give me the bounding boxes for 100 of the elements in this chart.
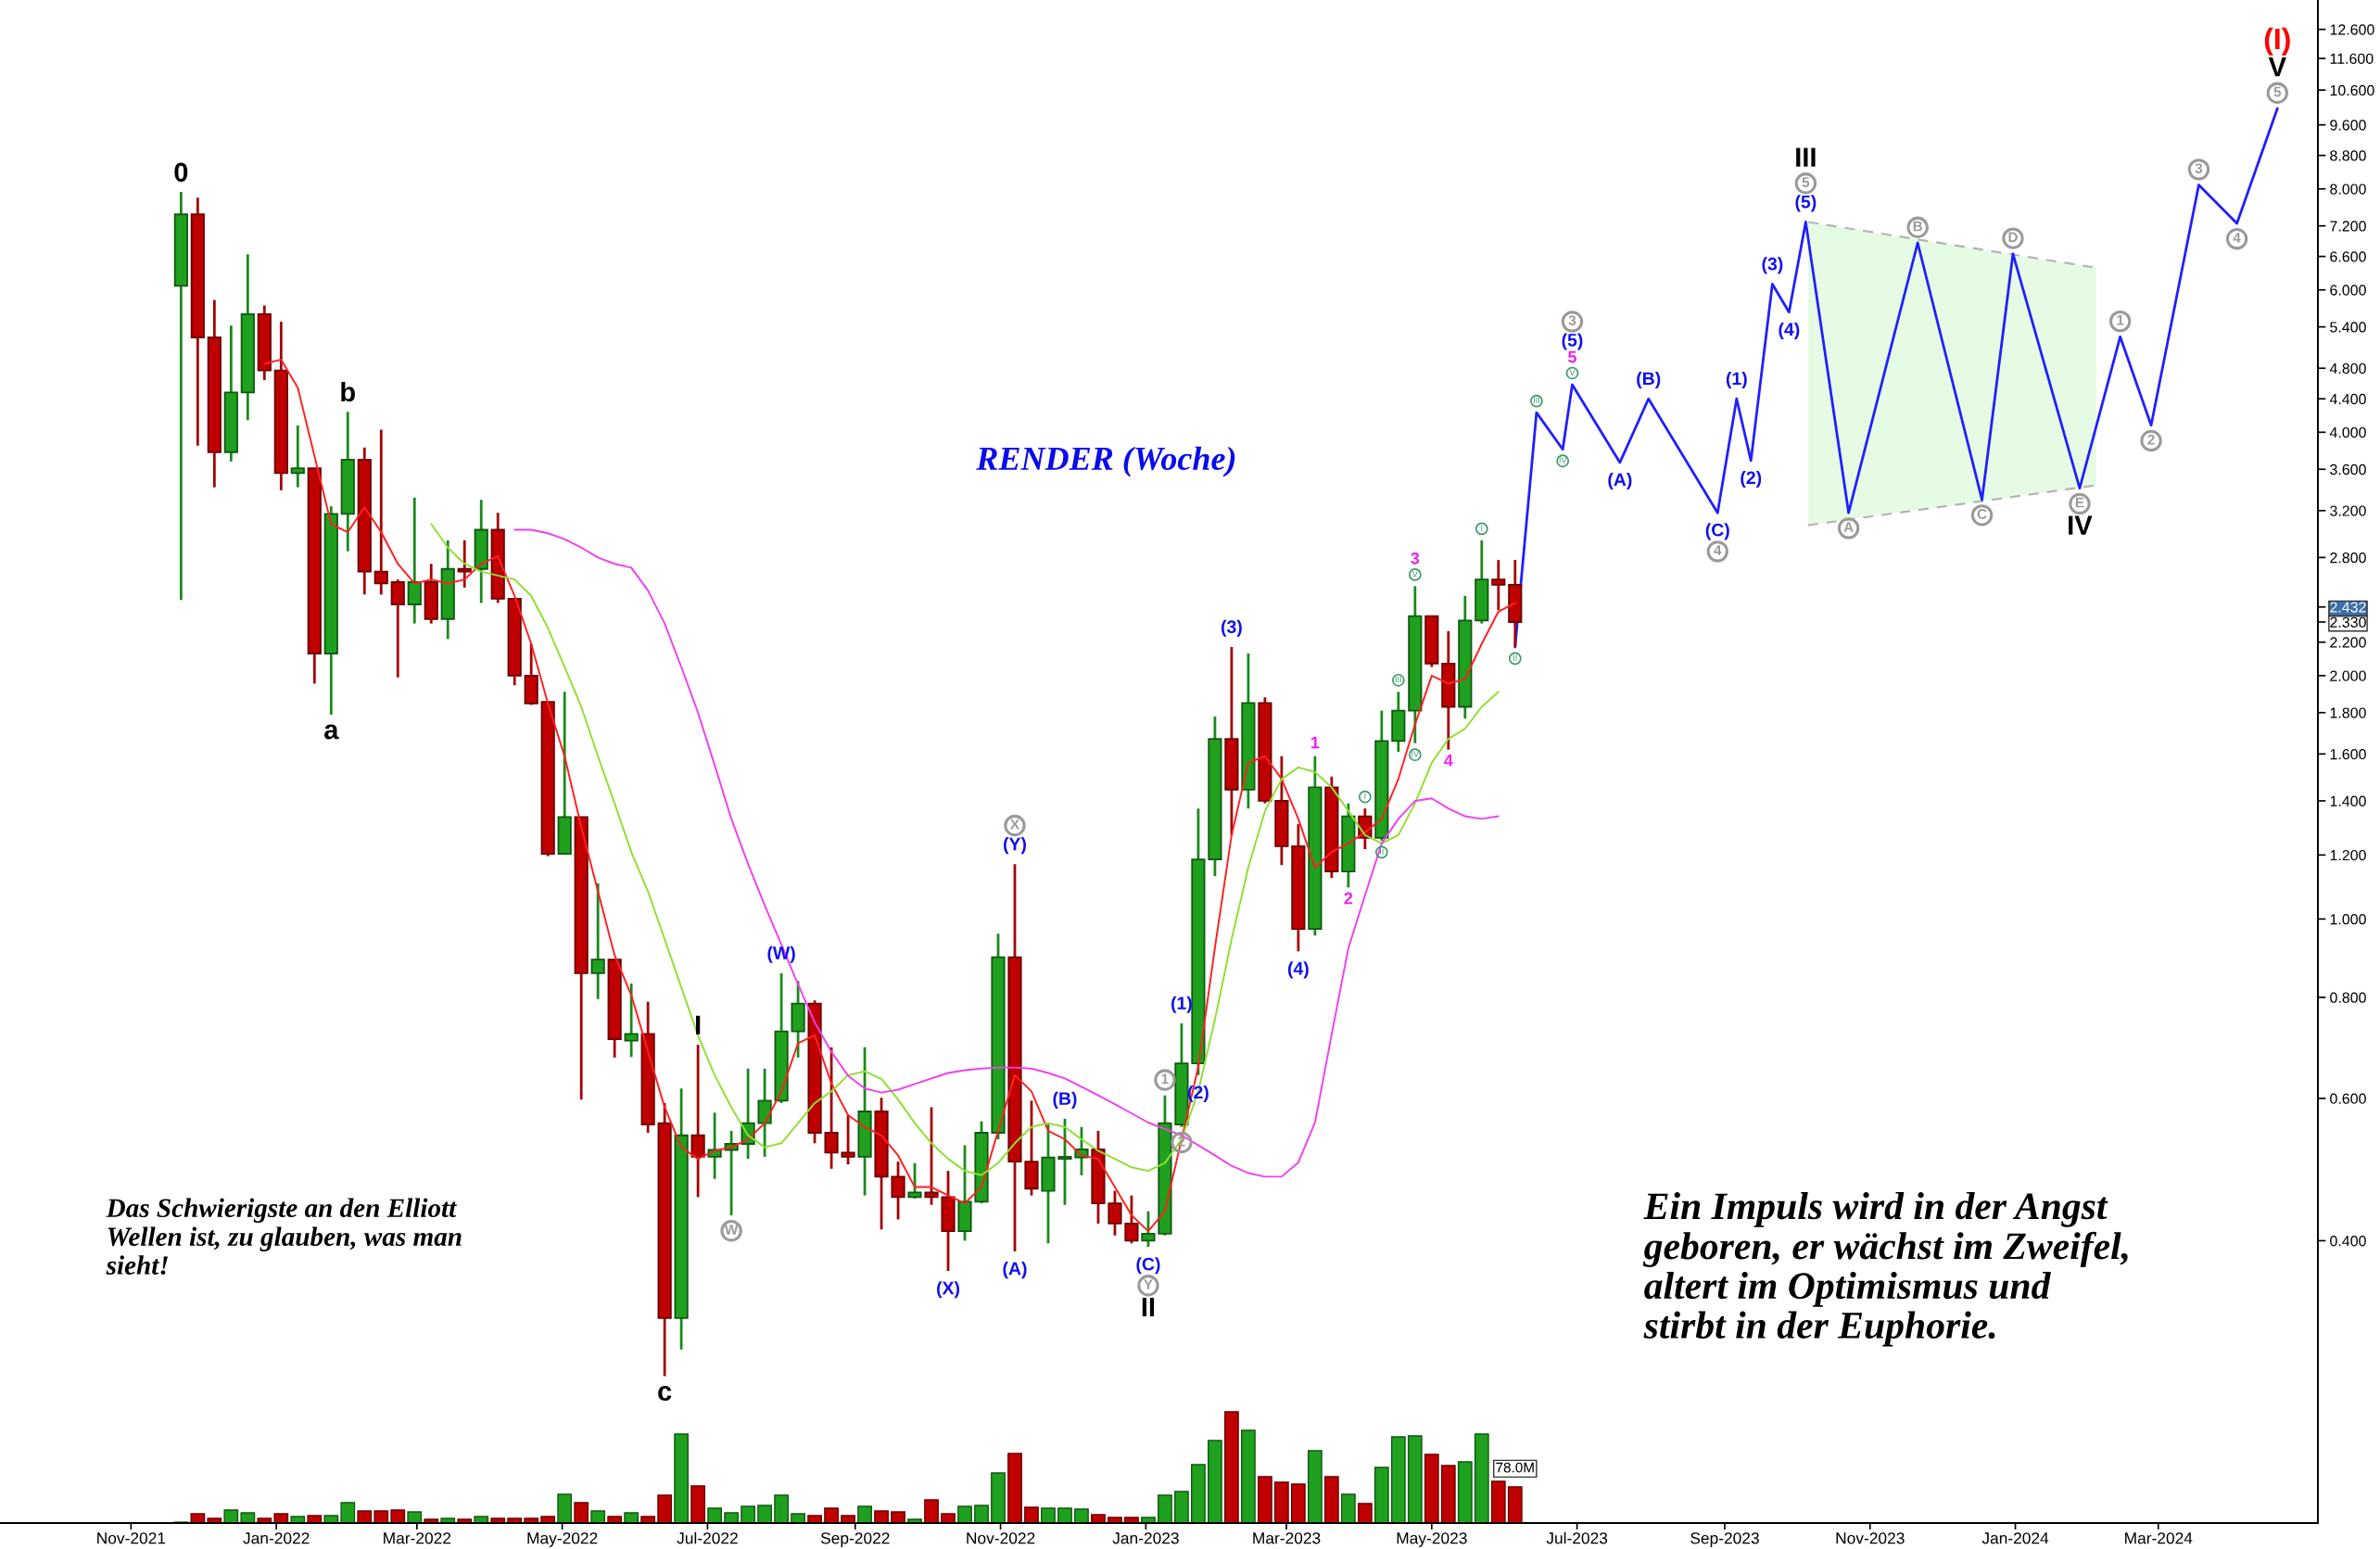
annotation: E xyxy=(2075,497,2084,508)
y-tick-label: 2.000 xyxy=(2330,670,2366,681)
annotation: (X) xyxy=(937,1281,960,1299)
annotation: 3 xyxy=(2195,163,2203,173)
annotation: (A) xyxy=(1608,472,1632,490)
annotation: V xyxy=(2268,57,2286,77)
y-tick-label: 9.600 xyxy=(2330,120,2366,131)
annotation: c xyxy=(658,1386,672,1402)
annotation: 2 xyxy=(1344,892,1353,905)
annotation: (5) xyxy=(1562,333,1583,350)
annotation: 0 xyxy=(174,162,188,183)
y-tick-label: 0.400 xyxy=(2330,1236,2366,1247)
annotation: (A) xyxy=(1003,1262,1027,1279)
annotation: (1) xyxy=(1726,372,1747,389)
annotation: 5 xyxy=(2273,86,2282,97)
y-tick-label: 8.800 xyxy=(2330,150,2366,161)
annotation: D xyxy=(2008,232,2018,243)
annotation: (Y) xyxy=(1004,837,1026,855)
annotation: 5 xyxy=(1568,350,1576,363)
annotation: (2) xyxy=(1741,470,1762,489)
y-tick-label: 10.600 xyxy=(2330,84,2374,96)
x-tick-label: Nov-2023 xyxy=(1836,1532,1905,1544)
y-tick-label: 6.000 xyxy=(2330,285,2366,296)
y-tick-label: 4.000 xyxy=(2329,426,2366,438)
x-tick-label: Sep-2022 xyxy=(820,1532,890,1547)
y-tick-label: 11.600 xyxy=(2330,53,2374,64)
x-tick-label: Sep-2023 xyxy=(1690,1532,1759,1547)
annotation: C xyxy=(1977,509,1987,519)
x-tick-label: Jul-2023 xyxy=(1546,1531,1608,1544)
y-tick-label: 1.600 xyxy=(2330,748,2366,760)
annotation: Das Schwierigste an den Elliott Wellen ist, zu glauben, was man sieht! xyxy=(106,1198,462,1276)
annotation: 2 xyxy=(2147,434,2155,445)
annotation: III xyxy=(1533,397,1539,403)
annotation: 4 xyxy=(1714,545,1722,555)
annotation: II xyxy=(1380,848,1384,855)
y-tick-label: 2.200 xyxy=(2330,637,2366,648)
y-tick-label: 1.800 xyxy=(2330,707,2366,718)
x-tick-label: Jan-2022 xyxy=(243,1532,310,1544)
annotation: B xyxy=(1913,221,1922,232)
annotation: 1 xyxy=(1161,1073,1169,1085)
annotation: II xyxy=(1513,654,1517,661)
annotation: Ein Impuls wird in der Angst geboren, er wächst im Zweifel, altert im Optimismus und stirbt in der Euphorie. xyxy=(1642,1192,2128,1347)
annotation: I xyxy=(1481,525,1483,531)
y-tick-label: 4.400 xyxy=(2329,393,2366,405)
annotation: Y xyxy=(1144,1279,1153,1289)
x-tick-label: Mar-2024 xyxy=(2125,1532,2193,1544)
annotation: I xyxy=(696,1015,701,1035)
annotation: 3 xyxy=(1411,552,1420,565)
annotation: (I) xyxy=(2264,27,2290,56)
y-tick-label: 0.600 xyxy=(2330,1093,2366,1104)
x-tick-label: May-2022 xyxy=(527,1532,598,1547)
y-tick-label: 6.600 xyxy=(2330,251,2366,262)
annotation: 3 xyxy=(1568,315,1576,326)
annotation: V xyxy=(1569,369,1576,375)
annotation: III xyxy=(1395,676,1401,683)
x-tick-label: Jan-2023 xyxy=(1112,1532,1179,1544)
annotation: I xyxy=(1364,793,1366,799)
x-tick-label: May-2023 xyxy=(1397,1532,1467,1547)
annotation: (4) xyxy=(1287,961,1309,979)
annotation: 78.0M xyxy=(1496,1462,1534,1473)
y-tick-label: 2.432 xyxy=(2330,602,2366,613)
annotation: (5) xyxy=(1795,195,1817,212)
x-tick-label: Mar-2023 xyxy=(1253,1532,1321,1544)
annotation: V xyxy=(1412,571,1418,578)
annotation: 4 xyxy=(1444,755,1453,767)
y-tick-label: 7.200 xyxy=(2330,221,2366,232)
annotation: A xyxy=(1843,522,1854,532)
annotation: 1 xyxy=(2117,315,2124,325)
y-tick-label: 3.200 xyxy=(2330,505,2366,516)
text: RENDER (Woche) xyxy=(976,446,1235,477)
y-tick-label: 5.400 xyxy=(2330,322,2366,333)
annotation: (B) xyxy=(1637,372,1661,389)
annotation: IV xyxy=(2069,515,2093,535)
y-tick-label: 0.800 xyxy=(2330,992,2366,1003)
annotation: 4 xyxy=(2233,233,2241,243)
y-tick-label: 4.800 xyxy=(2329,362,2366,375)
annotation: 1 xyxy=(1310,736,1320,749)
annotation: a xyxy=(324,724,339,740)
annotation: IV xyxy=(1412,751,1420,757)
annotation: (C) xyxy=(1705,523,1729,540)
x-tick-label: Nov-2021 xyxy=(97,1532,166,1544)
annotation: W xyxy=(724,1225,739,1235)
y-tick-label: 2.330 xyxy=(2330,616,2366,628)
x-tick-label: Jan-2024 xyxy=(1981,1532,2049,1544)
y-tick-label: 1.000 xyxy=(2330,914,2366,925)
annotation: (3) xyxy=(1221,619,1242,637)
annotation: b xyxy=(341,381,355,402)
annotation: (B) xyxy=(1053,1091,1077,1109)
x-tick-label: Nov-2022 xyxy=(967,1532,1035,1544)
y-tick-label: 1.400 xyxy=(2330,795,2366,806)
y-tick-label: 8.000 xyxy=(2330,184,2366,195)
annotation: 5 xyxy=(1802,177,1810,187)
x-tick-label: Mar-2022 xyxy=(384,1532,451,1544)
y-tick-label: 2.800 xyxy=(2330,552,2366,564)
annotation: (3) xyxy=(1762,257,1783,274)
x-tick-label: Jul-2022 xyxy=(677,1531,738,1544)
annotation: III xyxy=(1796,147,1816,167)
annotation: II xyxy=(1142,1297,1155,1317)
y-tick-label: 3.600 xyxy=(2330,463,2366,476)
annotation: (4) xyxy=(1779,322,1800,340)
